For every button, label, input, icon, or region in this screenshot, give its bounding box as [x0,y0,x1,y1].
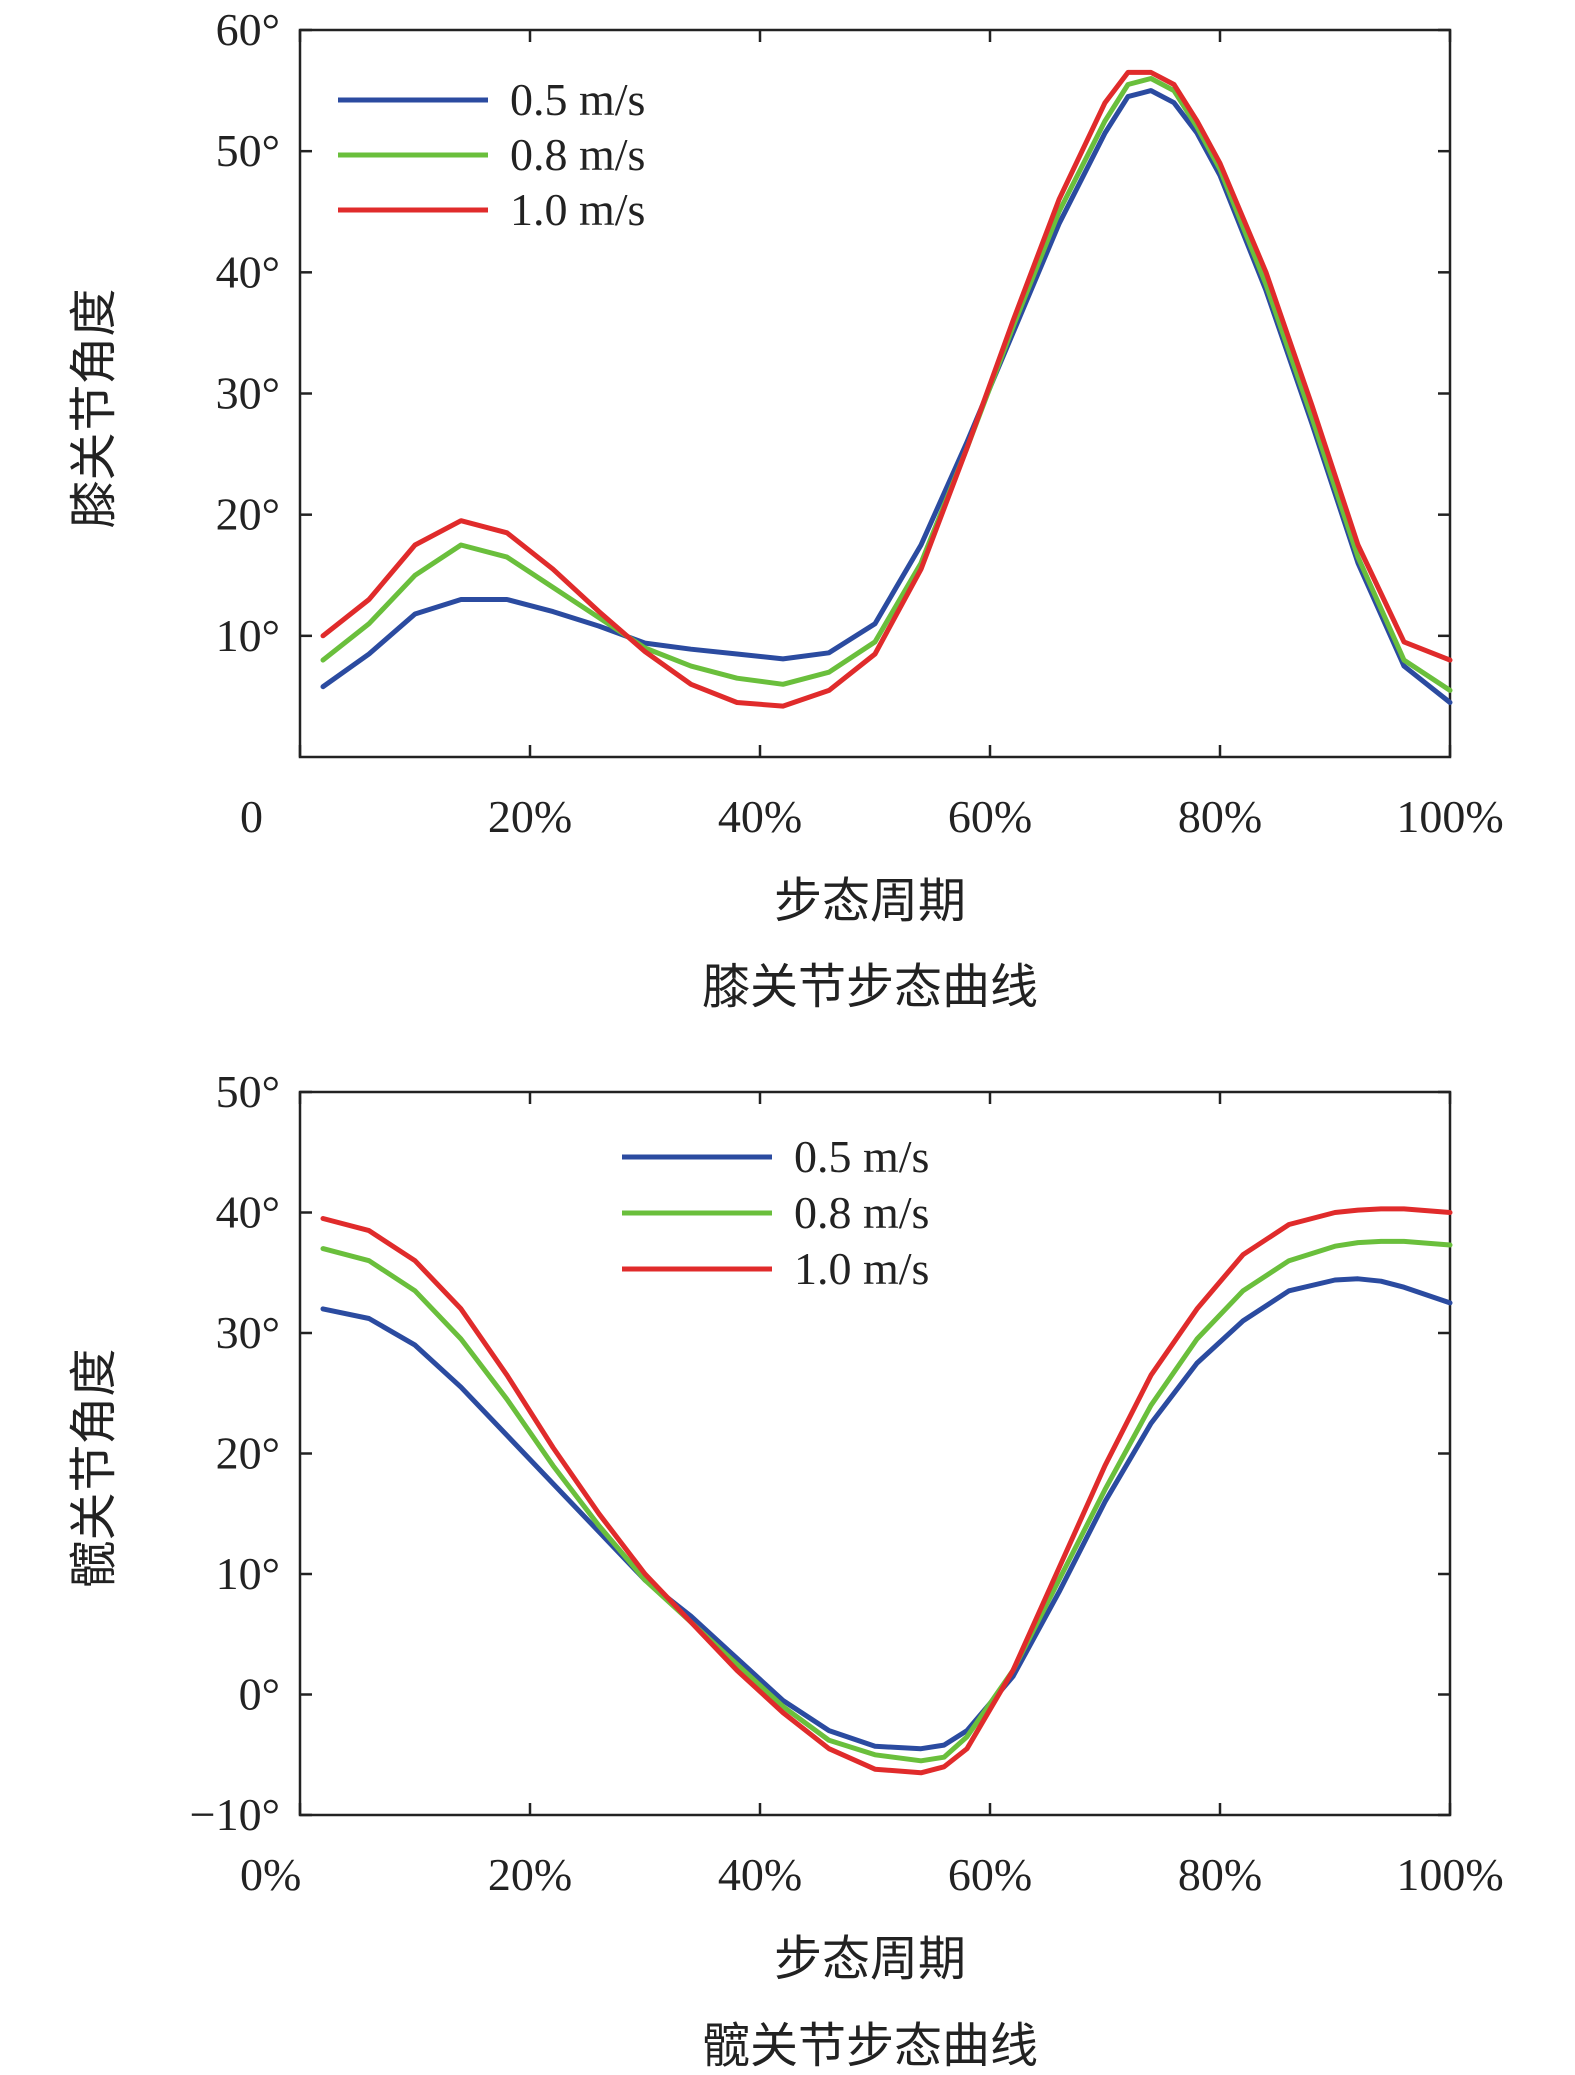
knee-chart-panel: 10° 20° 30° 40° 50° 60° 0 20% 40% 60% 80% 100% 0.5 m… [66,4,1504,1015]
hip-legend-label: 1.0 m/s [794,1243,929,1294]
knee-y-axis-label: 膝关节角度 [66,288,122,528]
hip-chart: −10° 0° 10° 20° 30° 40° 50° 0% 20% 40% 60% 80% 100% 0… [66,1066,1504,2074]
hip-ytick-label: 20° [216,1428,280,1479]
hip-legend-label: 0.8 m/s [794,1187,929,1238]
hip-xtick-label: 40% [718,1849,802,1900]
hip-xtick-label: 0% [240,1849,301,1900]
hip-series-line-1-0-m-s [320,1206,1453,1776]
knee-xtick-label: 20% [488,791,572,842]
hip-legend-label: 0.5 m/s [794,1131,929,1182]
knee-ytick-label: 50° [216,125,280,176]
hip-x-axis-label: 步态周期 [774,1931,966,1987]
knee-xtick-label: 40% [718,791,802,842]
knee-ytick-label: 10° [216,610,280,661]
knee-xtick-label: 80% [1178,791,1262,842]
hip-series-line-0-8-m-s [320,1238,1453,1764]
knee-ytick-label: 30° [216,368,280,419]
hip-xtick-label: 60% [948,1849,1032,1900]
knee-chart-title: 膝关节步态曲线 [702,959,1038,1015]
hip-series-line-0-5-m-s [320,1276,1453,1752]
knee-xtick-label: 100% [1396,791,1503,842]
knee-plot-frame [298,28,1452,759]
hip-xtick-label: 80% [1178,1849,1262,1900]
knee-legend-label: 0.8 m/s [510,129,645,180]
knee-series-line-0-5-m-s [320,88,1453,705]
hip-chart-title: 髋关节步态曲线 [702,2018,1038,2074]
knee-series-line-1-0-m-s [320,69,1453,709]
knee-xtick-label: 60% [948,791,1032,842]
hip-xtick-label: 20% [488,1849,572,1900]
knee-xtick-label: 0 [240,791,263,842]
hip-ytick-label: 40° [216,1187,280,1238]
knee-chart: 10° 20° 30° 40° 50° 60° 0 20% 40% 60% 80% 100% 0.5 m… [66,4,1504,1015]
hip-chart-panel: −10° 0° 10° 20° 30° 40° 50° 0% 20% 40% 60% 80% 100% 0… [0,1040,1575,2075]
knee-ytick-label: 60° [216,4,280,55]
knee-ytick-label: 40° [216,246,280,297]
hip-ytick-label: −10° [190,1789,280,1840]
knee-legend-label: 0.5 m/s [510,74,645,125]
hip-y-axis-label: 髋关节角度 [66,1348,122,1588]
hip-ytick-label: 0° [239,1669,280,1720]
hip-ytick-label: 50° [216,1066,280,1117]
knee-legend-label: 1.0 m/s [510,184,645,235]
knee-ytick-label: 20° [216,489,280,540]
hip-ytick-label: 10° [216,1548,280,1599]
hip-xtick-label: 100% [1396,1849,1503,1900]
hip-ytick-label: 30° [216,1307,280,1358]
knee-x-axis-label: 步态周期 [774,873,966,929]
